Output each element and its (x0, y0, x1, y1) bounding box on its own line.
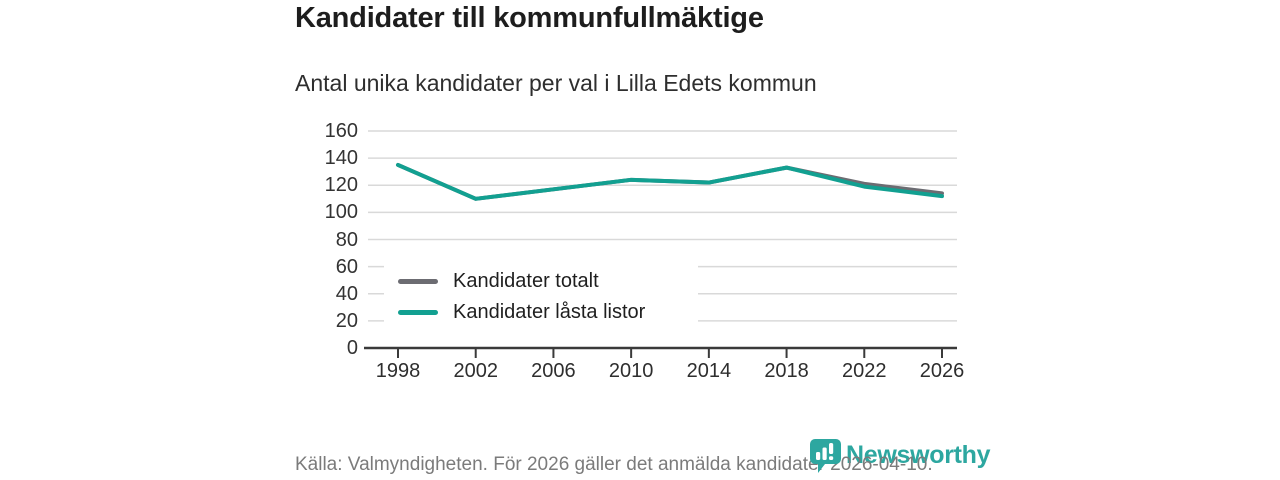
bar-medium (822, 447, 827, 460)
y-tick-label-40: 40 (335, 282, 358, 305)
legend-swatch-locked-lists (398, 309, 438, 315)
legend-item-total: Kandidater totalt (398, 269, 698, 293)
legend: Kandidater totalt Kandidater låsta listo… (384, 263, 698, 330)
chart-subtitle: Antal unika kandidater per val i Lilla E… (295, 70, 817, 96)
legend-label-total: Kandidater totalt (453, 269, 599, 292)
brand-wordmark: Newsworthy (846, 441, 991, 469)
y-tick-label-80: 80 (335, 228, 358, 251)
page-title: Kandidater till kommunfullmäktige (295, 2, 764, 34)
legend-label-locked-lists: Kandidater låsta listor (453, 300, 646, 323)
y-tick-label-140: 140 (324, 147, 358, 170)
series-line-1 (396, 162, 944, 201)
bar-short (816, 452, 821, 460)
y-tick-label-100: 100 (324, 201, 358, 224)
x-tick-label-2018: 2018 (764, 360, 809, 382)
x-tick-label-1998: 1998 (375, 360, 421, 382)
x-tick-label-2002: 2002 (453, 360, 498, 382)
x-tick-label-2010: 2010 (608, 360, 654, 382)
x-tick-label-2006: 2006 (531, 360, 576, 382)
y-tick-label-60: 60 (335, 255, 358, 278)
line-chart: 0 20 40 60 80 100 120 140 160 1998 2002 2006 2010 20… (300, 115, 980, 410)
newsworthy-logo: Newsworthy (809, 438, 991, 478)
x-tick-label-2014: 2014 (686, 360, 732, 382)
legend-item-locked-lists: Kandidater låsta listor (398, 300, 698, 324)
y-tick-label-20: 20 (335, 309, 358, 332)
exclamation-bar (829, 443, 834, 454)
y-tick-label-0: 0 (346, 337, 358, 359)
x-tick-label-2022: 2022 (842, 360, 887, 382)
source-note: Källa: Valmyndigheten. För 2026 gäller d… (295, 454, 933, 475)
y-tick-label-160: 160 (324, 120, 358, 142)
exclamation-dot (829, 456, 834, 460)
y-tick-label-120: 120 (324, 174, 358, 197)
newsworthy-bubble-chart-icon (810, 439, 841, 473)
legend-swatch-total (398, 278, 438, 284)
x-tick-label-2026: 2026 (919, 360, 965, 382)
